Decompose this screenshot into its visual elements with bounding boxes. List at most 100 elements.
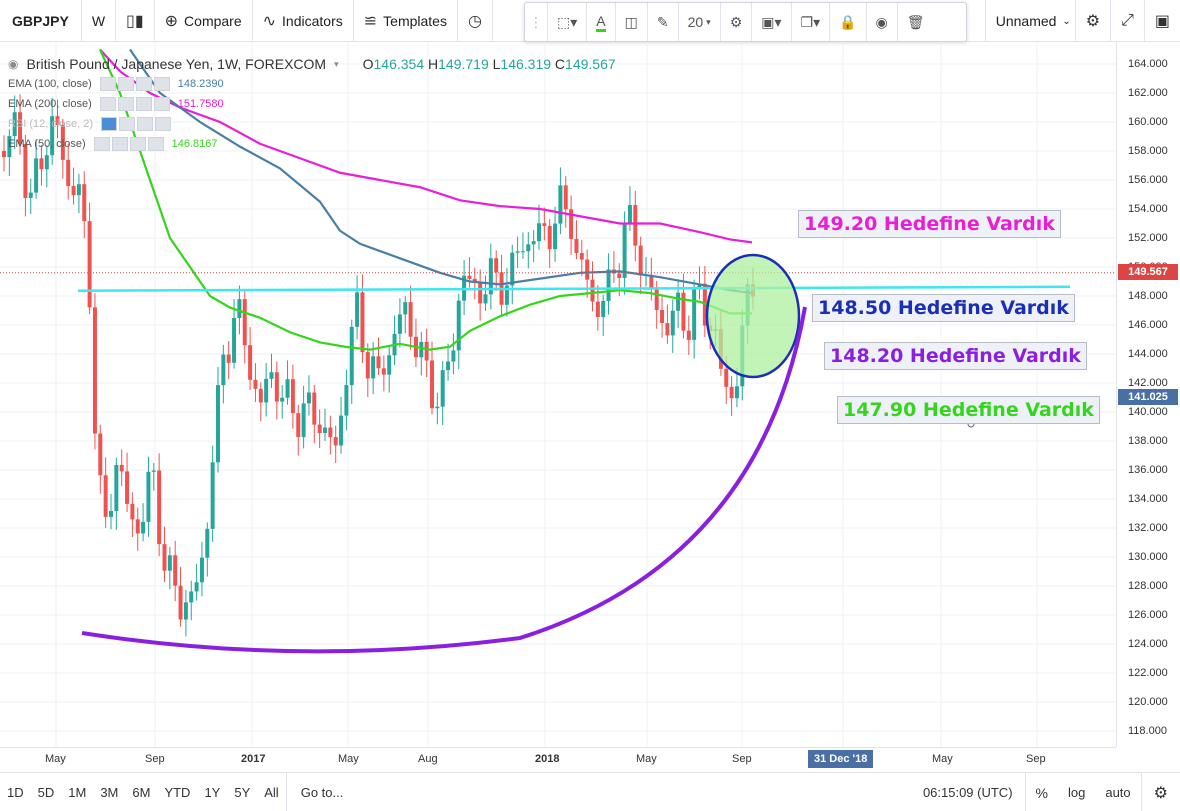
candle-body <box>76 184 81 196</box>
select-tool-button[interactable]: ⬚▾ <box>548 3 588 41</box>
drawing-toolbar: ⋮ ⬚▾ A ◫ ✎ 20 ▾ ⚙ ▣▾ ❐▾ 🔒 ◉ 🗑 <box>524 2 967 42</box>
candle-body <box>494 258 499 273</box>
eye-icon[interactable]: ◉ <box>8 57 19 71</box>
range-button-1y[interactable]: 1Y <box>204 784 221 800</box>
candle-body <box>360 292 365 353</box>
candle-body <box>264 378 269 403</box>
indicator-controls[interactable] <box>99 77 170 91</box>
indicator-controls[interactable] <box>99 97 170 111</box>
candle-body <box>440 370 445 407</box>
range-button-5y[interactable]: 5Y <box>234 784 251 800</box>
auto-toggle[interactable]: auto <box>1105 785 1131 800</box>
time-axis-label: May <box>45 753 66 765</box>
indicator-name: EMA (50, close) <box>8 138 86 150</box>
fill-color-button[interactable]: ◫ <box>616 3 648 41</box>
fullscreen-button[interactable]: ⤢ <box>1110 0 1144 42</box>
clock-display[interactable]: 06:15:09 (UTC) <box>922 785 1013 800</box>
candle-body <box>542 223 547 226</box>
candle-body <box>686 330 691 340</box>
indicator-ema50[interactable]: EMA (50, close) 146.8167 <box>8 134 616 154</box>
annotation-147-90[interactable]: 147.90 Hedefine Vardık <box>837 396 1100 424</box>
candle-body <box>574 238 579 254</box>
indicators-icon: ∿ <box>262 12 277 30</box>
candle-body <box>622 224 627 278</box>
candle-body <box>349 326 354 386</box>
visual-order-button[interactable]: ▣▾ <box>752 3 792 41</box>
candle-body <box>306 392 311 404</box>
snapshot-button[interactable]: ▣ <box>1143 0 1180 42</box>
hide-button[interactable]: ◉ <box>867 3 898 41</box>
delete-button[interactable]: 🗑 <box>898 3 934 41</box>
candle-body <box>403 302 408 315</box>
indicator-name: EMA (200, close) <box>8 98 92 110</box>
range-button-1d[interactable]: 1D <box>7 784 24 800</box>
paint-bucket-icon: ◫ <box>624 13 638 30</box>
compare-button[interactable]: ⊕ Compare <box>155 0 253 42</box>
annotation-149-20[interactable]: 149.20 Hedefine Vardık <box>798 210 1061 238</box>
goto-button[interactable]: Go to... <box>300 784 344 800</box>
annotation-148-50[interactable]: 148.50 Hedefine Vardık <box>812 294 1075 322</box>
indicator-controls[interactable] <box>100 117 171 131</box>
candle-body <box>18 112 23 145</box>
chevron-down-icon[interactable]: ▾ <box>334 58 339 69</box>
candle-body <box>553 223 558 250</box>
text-color-button[interactable]: A <box>587 3 616 41</box>
time-axis[interactable] <box>0 747 1116 772</box>
support-line <box>77 285 1071 292</box>
line-color-button[interactable]: ✎ <box>648 3 679 41</box>
alert-button[interactable]: ◷ <box>458 0 493 42</box>
candle-body <box>12 112 17 137</box>
indicator-controls[interactable] <box>93 137 164 151</box>
trash-icon: 🗑 <box>906 13 925 30</box>
candle-body <box>569 209 574 239</box>
range-button-ytd[interactable]: YTD <box>164 784 191 800</box>
candle-body <box>119 464 124 472</box>
interval-selector[interactable]: W <box>82 0 117 42</box>
candle-body <box>627 205 632 225</box>
chart-settings-button[interactable]: ⚙ <box>1142 773 1180 811</box>
font-size-selector[interactable]: 20 ▾ <box>679 3 721 41</box>
drag-handle[interactable]: ⋮ <box>525 3 548 41</box>
candle-body <box>269 372 274 379</box>
clone-button[interactable]: ❐▾ <box>792 3 831 41</box>
percent-toggle[interactable]: % <box>1035 784 1048 801</box>
range-button-6m[interactable]: 6M <box>132 784 151 800</box>
range-button-1m[interactable]: 1M <box>68 784 87 800</box>
candle-body <box>210 462 215 529</box>
symbol-search[interactable]: GBPJPY <box>0 0 82 42</box>
time-axis-label: 2018 <box>535 753 560 765</box>
grid-lines <box>0 42 1116 747</box>
chart-type-button[interactable]: ▯▮ <box>116 0 155 42</box>
indicator-ema200[interactable]: EMA (200, close) 151.7580 <box>8 94 616 114</box>
layout-name-button[interactable]: Unnamed ⌄ <box>984 0 1075 42</box>
range-button-3m[interactable]: 3M <box>100 784 119 800</box>
price-chart[interactable] <box>0 42 1116 747</box>
candle-body <box>488 258 493 295</box>
camera-icon: ▣ <box>1154 13 1170 30</box>
range-button-all[interactable]: All <box>264 784 279 800</box>
indicator-ema100[interactable]: EMA (100, close) 148.2390 <box>8 74 616 94</box>
drawing-settings-button[interactable]: ⚙ <box>721 3 753 41</box>
annotation-148-20[interactable]: 148.20 Hedefine Vardık <box>824 342 1087 370</box>
time-axis-label: 2017 <box>241 753 266 765</box>
fullscreen-icon: ⤢ <box>1121 12 1134 29</box>
candle-body <box>419 341 424 358</box>
candle-body <box>323 427 327 434</box>
range-button-5d[interactable]: 5D <box>37 784 55 800</box>
candle-body <box>82 184 87 222</box>
log-toggle[interactable]: log <box>1067 785 1086 800</box>
candle-body <box>194 582 199 592</box>
settings-button[interactable]: ⚙ <box>1074 0 1110 42</box>
templates-button[interactable]: ≌ Templates <box>354 0 458 42</box>
lock-button[interactable]: 🔒 <box>830 3 867 41</box>
candle-body <box>590 279 595 302</box>
indicators-button[interactable]: ∿ Indicators <box>253 0 354 42</box>
price-axis-label: 156.000 <box>1128 174 1168 186</box>
indicator-rsi[interactable]: RSI (12, close, 2) <box>8 114 616 134</box>
candlesticks <box>2 94 755 637</box>
candle-body <box>274 372 279 402</box>
select-box-icon: ⬚▾ <box>557 13 578 30</box>
candle-body <box>92 307 97 434</box>
candle-body <box>435 406 440 409</box>
chart-pane[interactable] <box>0 42 1180 772</box>
